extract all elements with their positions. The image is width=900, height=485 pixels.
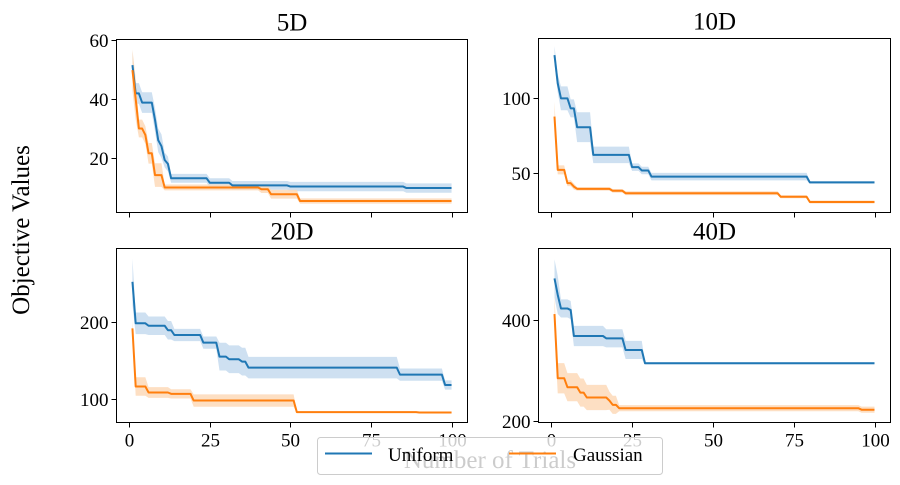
subplot-20d: 20D0255075100100200 <box>80 219 468 452</box>
y-axis-label: Objective Values <box>8 145 35 315</box>
subplot-title: 40D <box>693 219 736 246</box>
x-tick-label: 100 <box>861 431 890 452</box>
y-tick-label: 200 <box>502 412 531 433</box>
legend-label-uniform: Uniform <box>388 445 454 466</box>
y-tick-label: 50 <box>512 164 531 185</box>
y-tick-label: 100 <box>80 390 109 411</box>
line-gaussian <box>553 313 875 411</box>
line-uniform <box>553 54 875 184</box>
subplot-40d: 40D0255075100200400 <box>502 219 891 452</box>
legend: Uniform Gaussian <box>317 437 663 475</box>
plot-area <box>553 259 875 414</box>
y-tick-label: 40 <box>90 90 109 111</box>
subplot-title: 20D <box>270 219 313 246</box>
axes-frame <box>116 39 468 213</box>
subplots: 5D20406010D5010020D025507510010020040D02… <box>80 9 891 452</box>
axes-frame <box>116 248 468 423</box>
subplot-5d: 5D 20 40 60 <box>90 10 468 218</box>
y-tick-label: 20 <box>90 149 109 170</box>
line-gaussian <box>131 328 452 414</box>
subplot-title: 5D <box>277 10 308 37</box>
line-gaussian <box>131 70 452 203</box>
line-gaussian <box>553 116 875 204</box>
line-uniform <box>131 281 452 386</box>
y-tick-label: 100 <box>502 89 531 110</box>
y-tick-label: 200 <box>80 313 109 334</box>
band-gaussian <box>132 320 452 414</box>
x-tick-label: 75 <box>785 431 804 452</box>
plot-area <box>553 46 875 204</box>
x-tick-label: 25 <box>201 431 220 452</box>
y-tick-label: 400 <box>502 311 531 332</box>
subplot-10d: 10D 50 100 <box>502 9 891 218</box>
legend-frame <box>317 437 663 475</box>
axes-frame <box>538 248 891 423</box>
line-uniform <box>131 65 452 190</box>
subplot-title: 10D <box>693 9 736 36</box>
x-tick-label: 50 <box>281 431 300 452</box>
plot-area <box>131 49 452 204</box>
axes-frame <box>538 38 891 213</box>
band-gaussian <box>554 296 875 414</box>
legend-label-gaussian: Gaussian <box>573 445 643 466</box>
y-tick-label: 60 <box>90 31 109 52</box>
line-uniform <box>553 278 875 365</box>
band-uniform <box>132 258 452 390</box>
plot-area <box>131 258 452 414</box>
x-tick-label: 0 <box>125 431 135 452</box>
x-tick-label: 50 <box>704 431 723 452</box>
